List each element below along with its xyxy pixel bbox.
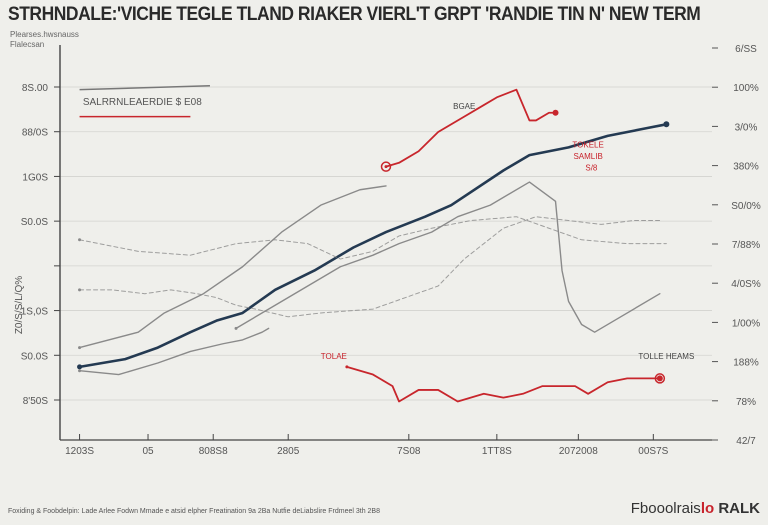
y-right-tick-label: 380%: [733, 162, 759, 173]
series-line: [78, 185, 387, 349]
y-right-tick-label: 100%: [733, 83, 759, 94]
x-axis-ticks: 1203S 05 808S8 2805 7S08 1TT8S 2072008 00S7S: [65, 434, 669, 457]
chart-title: STRHNDALE:'VICHE TEGLE TLAND RIAKER VIER…: [8, 4, 700, 25]
x-tick-label: 00S7S: [638, 446, 668, 457]
y-right-tick-label: 1/00%: [732, 318, 760, 329]
subtitle-line: Flalecsan: [10, 40, 45, 49]
annotation-label: SAMLIB: [573, 152, 602, 161]
chart-subtitle: Plearses.hwsnauss Flalecsan: [10, 30, 79, 50]
x-tick-label: 1TT8S: [482, 446, 512, 457]
legend-label: SALRRNLEAERDIE $ E08: [83, 97, 202, 108]
x-tick-label: 808S8: [199, 446, 228, 457]
brand-suffix: RALK: [718, 500, 760, 517]
x-tick-label: 2805: [277, 446, 300, 457]
series-line: [235, 181, 661, 333]
footer-source: Foxiding & Foobdelpin: Lade Arlee Fodwn …: [8, 508, 380, 515]
annotation-label: TOLAE: [321, 352, 347, 361]
x-tick-label: 7S08: [397, 446, 421, 457]
series-start-point: [234, 326, 238, 330]
series-line: [78, 327, 270, 376]
series-line: [345, 365, 661, 403]
series-end-point: [552, 109, 559, 116]
annotation-label: TOLLE HEAMS: [638, 352, 694, 361]
y-tick-label: S0.0S: [21, 217, 49, 228]
y-tick-label: 1G0S: [22, 172, 48, 183]
highlight-marker: [380, 161, 392, 172]
series-end-point: [663, 121, 670, 128]
legend-box: SALRRNLEAERDIE $ E08: [79, 85, 210, 118]
annotations: BGAE TOKELE SAMLIB S/8 TOLAE TOLLE HEAMS: [321, 102, 695, 361]
y-right-tick-label: S0/0%: [731, 201, 761, 212]
series-group: [77, 88, 670, 403]
highlight-marker: [654, 373, 666, 384]
y-tick-label: S0.0S: [21, 351, 49, 362]
y-right-tick-label: 3/0%: [735, 122, 758, 133]
annotation-label: TOKELE: [572, 140, 603, 149]
series-end-point: [656, 375, 663, 382]
y-tick-label: 1S,0S: [21, 307, 49, 318]
series-start-point: [77, 364, 83, 370]
series-start-point: [345, 365, 349, 369]
series-start-point: [78, 288, 82, 292]
brand-mark: lo: [700, 500, 715, 517]
y-right-tick-label: 4/0S%: [731, 279, 761, 290]
axes: [59, 45, 712, 441]
brand-prefix: Fbooolrais: [630, 500, 701, 517]
series-line: [385, 88, 557, 168]
brand-logo: Fbooolraislo RALK: [631, 500, 760, 517]
series-start-point: [78, 238, 82, 242]
y-axis-label: Z0/S/S/L/Q%: [14, 276, 25, 334]
y-axis-right-ticks: 6/SS 100% 3/0% 380% S0/0% 7/88% 4/0S% 1/00% 188%…: [712, 44, 761, 447]
legend-top-rule: [79, 85, 210, 91]
y-tick-label: 88/0S: [22, 128, 48, 139]
y-axis-left-ticks: 8S.00 88/0S 1G0S S0.0S 1S,0S S0.0S 8'50S: [21, 83, 60, 407]
x-tick-label: 05: [142, 446, 154, 457]
y-right-tick-label: 7/88%: [732, 240, 760, 251]
annotation-label: BGAE: [453, 102, 475, 111]
y-tick-label: 8'50S: [23, 396, 49, 407]
series-line: [78, 123, 668, 369]
series-line: [79, 216, 667, 260]
gridlines: [60, 86, 712, 401]
y-tick-label: 8S.00: [22, 83, 49, 94]
series-line: [79, 216, 661, 318]
x-tick-label: 1203S: [65, 446, 94, 457]
y-right-tick-label: 42/7: [736, 436, 756, 447]
y-right-tick-label: 78%: [736, 397, 756, 408]
y-right-tick-label: 188%: [733, 358, 759, 369]
series-start-point: [78, 369, 82, 373]
subtitle-line: Plearses.hwsnauss: [10, 30, 79, 39]
y-right-tick-label: 6/SS: [735, 44, 757, 55]
series-start-point: [78, 346, 82, 350]
series-start-point: [384, 165, 388, 169]
x-tick-label: 2072008: [559, 446, 598, 457]
annotation-label: S/8: [585, 164, 598, 173]
